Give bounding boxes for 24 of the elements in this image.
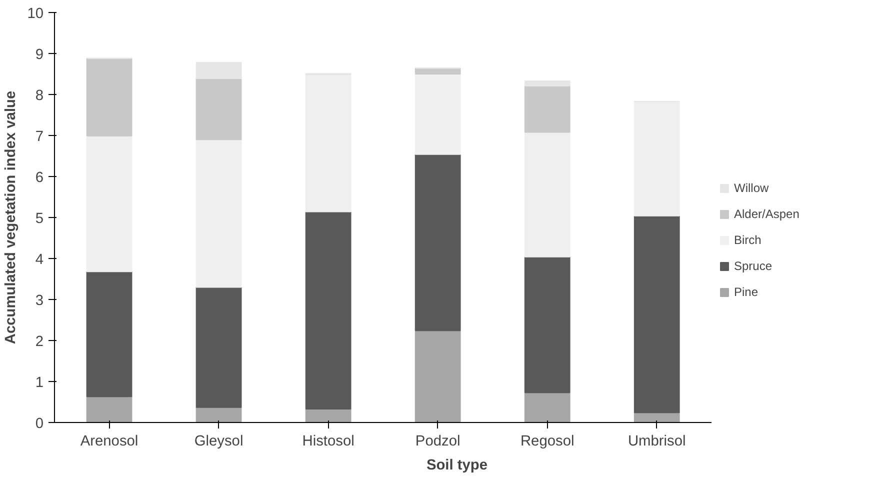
y-tick-label: 7: [35, 129, 44, 145]
x-tick-label: Umbrisol: [628, 434, 686, 450]
x-axis-title: Soil type: [426, 458, 488, 474]
y-tick-label: 3: [35, 293, 44, 309]
legend-label: Spruce: [734, 259, 772, 273]
y-tick-label: 6: [35, 170, 44, 186]
y-tick-label: 9: [35, 47, 44, 63]
x-tick-label: Podzol: [415, 434, 460, 450]
y-tick-label: 0: [35, 416, 44, 432]
y-tick-label: 1: [35, 375, 44, 391]
y-axis-title: Accumulated vegetation index value: [3, 90, 20, 344]
legend-label: Birch: [734, 233, 762, 247]
x-tick-label: Gleysol: [194, 434, 244, 450]
legend-label: Alder/Aspen: [734, 207, 800, 221]
y-tick-label: 10: [27, 6, 44, 22]
x-tick-label: Arenosol: [80, 434, 138, 450]
x-tick-label: Regosol: [520, 434, 574, 450]
legend-label: Pine: [734, 285, 758, 299]
y-tick-label: 5: [35, 211, 44, 227]
x-tick-label: Histosol: [302, 434, 354, 450]
y-tick-label: 8: [35, 88, 44, 104]
y-tick-label: 4: [35, 252, 44, 268]
y-tick-label: 2: [35, 334, 44, 350]
legend-label: Willow: [734, 181, 769, 195]
